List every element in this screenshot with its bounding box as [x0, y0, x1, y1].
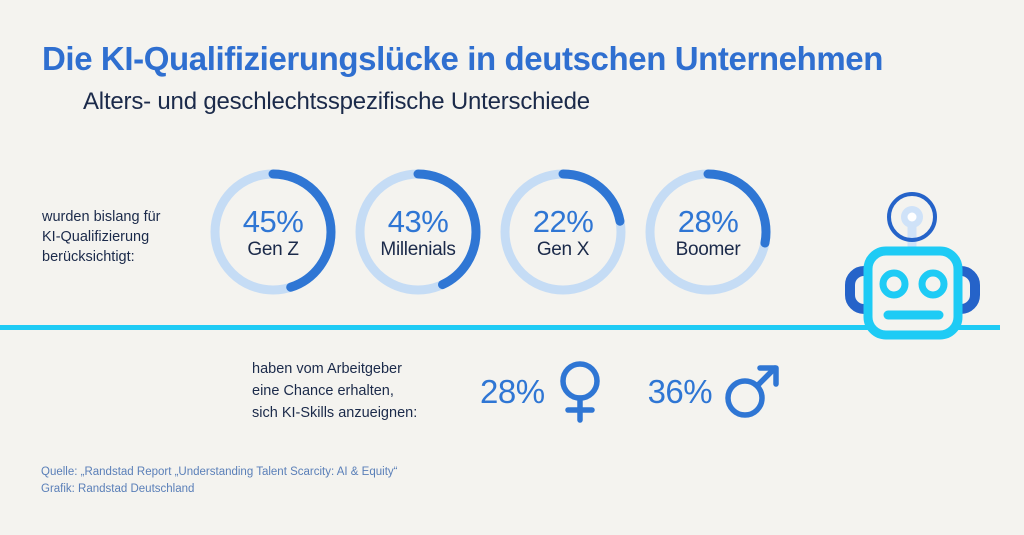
donut-gen-z-label: 45% Gen Z [207, 166, 339, 298]
top-caption-line-2: KI-Qualifizierung [42, 229, 150, 245]
female-symbol-icon [554, 358, 606, 424]
donut-boomer-percent: 28% [677, 203, 739, 239]
donut-gen-x-percent: 22% [532, 203, 594, 239]
bottom-section-caption: haben vom Arbeitgeber eine Chance erhalt… [252, 358, 467, 424]
donut-gen-x-label: 22% Gen X [497, 166, 629, 298]
gender-male-percent: 36% [647, 372, 713, 410]
donut-gen-x-svg [500, 169, 626, 295]
source-line-2: Grafik: Randstad Deutschland [41, 483, 195, 495]
donut-gen-x-group: Gen X [536, 238, 590, 260]
donut-chart-gen-x: 22% Gen X [497, 166, 629, 298]
top-caption-line-1: wurden bislang für [42, 209, 161, 225]
source-line-1: Quelle: „Randstad Report „Understanding … [41, 466, 398, 478]
section-divider-line [0, 325, 1000, 330]
donut-chart-row: 45% Gen Z 43% Millenials 22% Gen X [207, 166, 774, 298]
top-section-caption: wurden bislang für KI-Qualifizierung ber… [42, 207, 222, 267]
bottom-caption-line-2: eine Chance erhalten, [252, 383, 394, 399]
top-caption-line-3: berücksichtigt: [42, 249, 135, 265]
donut-boomer-label: 28% Boomer [642, 166, 774, 298]
donut-gen-z-svg [210, 169, 336, 295]
donut-gen-z-percent: 45% [242, 203, 304, 239]
bottom-caption-line-3: sich KI-Skills anzueignen: [252, 405, 418, 421]
source-credit: Quelle: „Randstad Report „Understanding … [41, 464, 397, 498]
bottom-caption-line-1: haben vom Arbeitgeber [252, 361, 402, 377]
gender-stats-row: 28% 36% [480, 358, 783, 424]
gender-female-percent: 28% [480, 372, 545, 410]
donut-chart-boomer: 28% Boomer [642, 166, 774, 298]
donut-boomer-group: Boomer [675, 238, 741, 260]
gender-stat-male: 36% [648, 360, 784, 422]
male-symbol-icon [721, 360, 783, 422]
page-title: Die KI-Qualifizierungslücke in deutschen… [42, 40, 884, 77]
donut-boomer-svg [645, 169, 771, 295]
gender-stat-female: 28% [480, 358, 606, 424]
donut-millenials-group: Millenials [380, 238, 456, 260]
donut-millenials-percent: 43% [387, 203, 449, 239]
page-subtitle: Alters- und geschlechtsspezifische Unter… [83, 88, 590, 115]
donut-millenials-svg [355, 169, 481, 295]
donut-millenials-label: 43% Millenials [352, 166, 484, 298]
robot-icon [828, 185, 1003, 340]
donut-chart-millenials: 43% Millenials [352, 166, 484, 298]
donut-chart-gen-z: 45% Gen Z [207, 166, 339, 298]
donut-gen-z-group: Gen Z [247, 238, 299, 260]
